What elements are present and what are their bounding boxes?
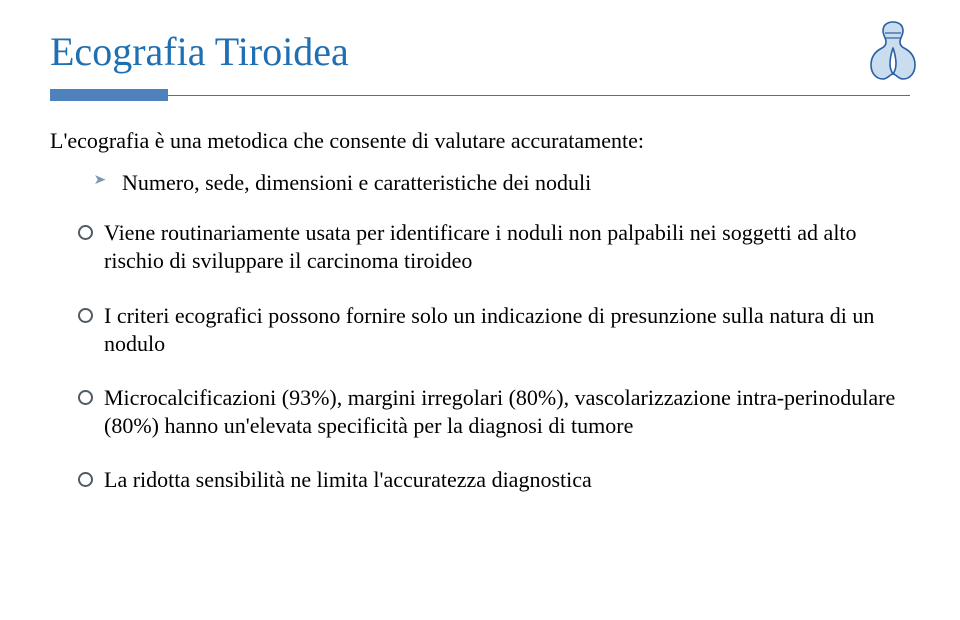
- title-rule-accent: [50, 89, 168, 101]
- ring-list-item: I criteri ecografici possono fornire sol…: [78, 302, 910, 358]
- ring-list: Viene routinariamente usata per identifi…: [78, 219, 910, 494]
- arrow-list-item: Numero, sede, dimensioni e caratteristic…: [94, 169, 910, 197]
- lead-text: L'ecografia è una metodica che consente …: [50, 127, 910, 155]
- ring-list-item: Viene routinariamente usata per identifi…: [78, 219, 910, 275]
- ring-list-item: La ridotta sensibilità ne limita l'accur…: [78, 466, 910, 494]
- title-rule: [50, 89, 910, 103]
- slide-body: L'ecografia è una metodica che consente …: [50, 127, 910, 494]
- arrow-list: Numero, sede, dimensioni e caratteristic…: [94, 169, 910, 197]
- ring-list-item: Microcalcificazioni (93%), margini irreg…: [78, 384, 910, 440]
- thyroid-logo-icon: [862, 16, 924, 84]
- title-rule-line: [168, 95, 910, 104]
- slide-title: Ecografia Tiroidea: [50, 28, 910, 75]
